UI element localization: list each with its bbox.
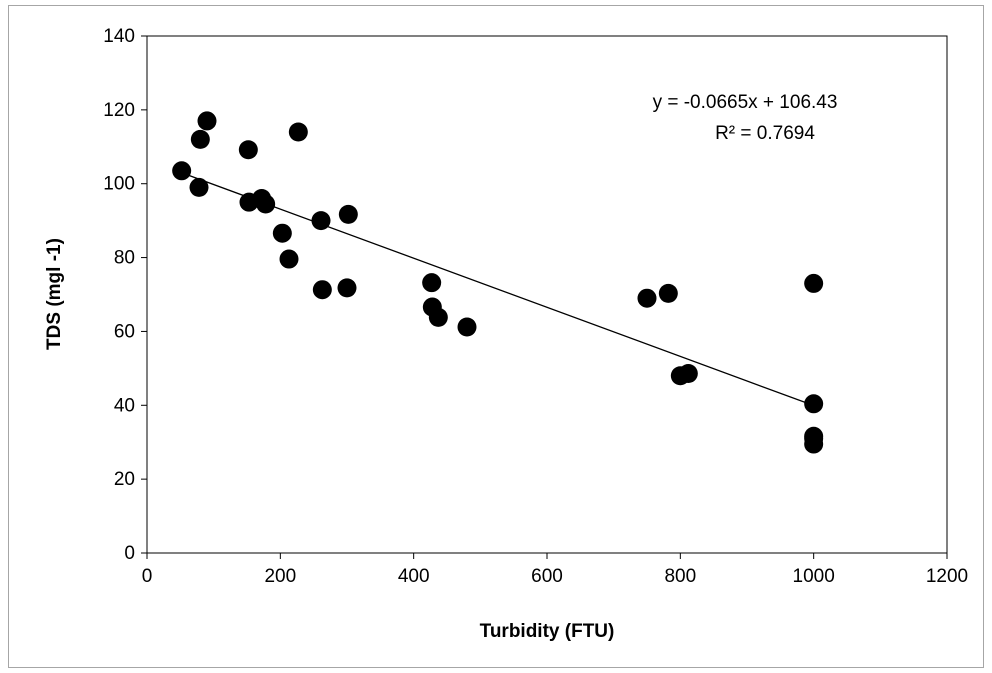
y-tick-label: 140 [103, 26, 135, 47]
data-point [288, 122, 308, 142]
data-point [637, 288, 657, 308]
x-tick-label: 1000 [793, 566, 835, 587]
y-tick-label: 20 [114, 469, 135, 490]
x-tick-label: 0 [142, 566, 153, 587]
data-point [312, 280, 332, 300]
data-point [197, 111, 217, 131]
x-tick-label: 200 [264, 566, 296, 587]
x-tick-label: 800 [664, 566, 696, 587]
trend-equation: y = -0.0665x + 106.43 [653, 92, 838, 113]
chart-frame: 0 200 400 600 800 1000 1200 0 20 40 60 80 100 120 140 … [8, 5, 984, 668]
data-point [190, 129, 210, 149]
data-point [279, 249, 299, 269]
scatter-chart: 0 200 400 600 800 1000 1200020406080100120140 … [44, 26, 968, 642]
y-tick-label: 100 [103, 174, 135, 195]
data-point [256, 194, 276, 214]
y-axis-title: TDS (mgl -1) [44, 238, 65, 350]
x-tick-label: 400 [398, 566, 430, 587]
data-point [189, 177, 209, 197]
x-axis-title: Turbidity (FTU) [480, 621, 615, 642]
trend-r-squared: R² = 0.7694 [715, 123, 815, 144]
data-points [172, 111, 824, 454]
data-point [678, 364, 698, 384]
data-point [172, 161, 192, 181]
data-point [272, 223, 292, 243]
x-tick-label: 600 [531, 566, 563, 587]
data-point [337, 278, 357, 298]
y-tick-label: 80 [114, 248, 135, 269]
data-point [658, 283, 678, 303]
trendline-layer [181, 172, 814, 407]
x-tick-label: 1200 [926, 566, 968, 587]
trendline [181, 172, 814, 407]
data-point [338, 204, 358, 224]
y-tick-label: 120 [103, 100, 135, 121]
data-point [804, 394, 824, 414]
data-point [311, 211, 331, 231]
data-point [804, 429, 824, 449]
y-tick-label: 60 [114, 321, 135, 342]
y-tick-label: 40 [114, 395, 135, 416]
data-point [238, 140, 258, 160]
y-tick-label: 0 [124, 543, 135, 564]
data-point [422, 273, 442, 293]
axis-ticks: 0 200 400 600 800 1000 1200 0 20 40 60 80 100 120 140 [103, 26, 968, 587]
data-point [428, 307, 448, 327]
data-point [457, 317, 477, 337]
data-point [804, 273, 824, 293]
plot-area [146, 35, 948, 554]
